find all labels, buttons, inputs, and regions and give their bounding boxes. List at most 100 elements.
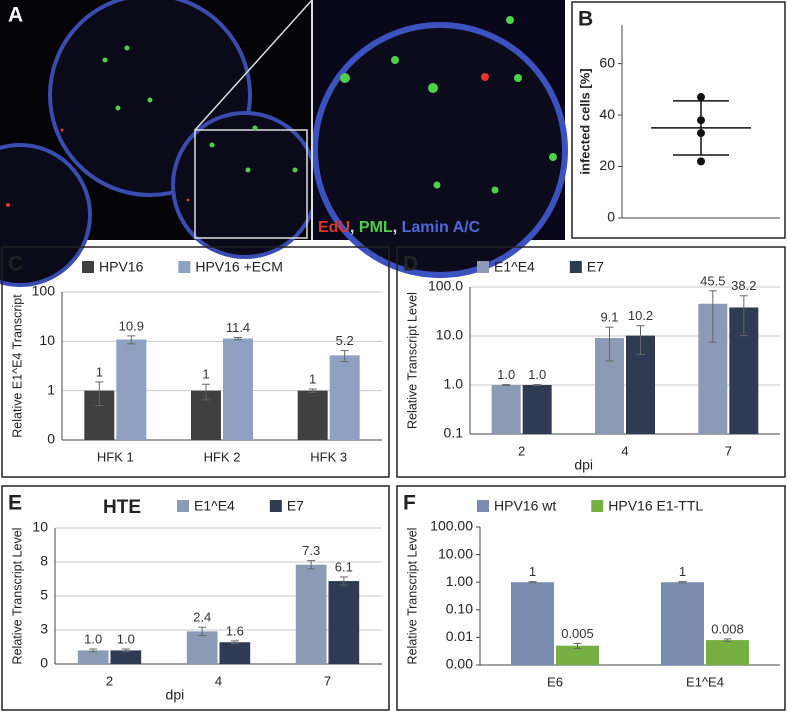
y-tick-label: 0 bbox=[47, 431, 55, 447]
y-tick-label: 40 bbox=[599, 106, 615, 122]
value-label: 1.0 bbox=[117, 631, 135, 646]
data-point bbox=[697, 93, 705, 102]
x-tick-label: HFK 1 bbox=[97, 449, 134, 464]
value-label: 0.005 bbox=[561, 626, 594, 641]
x-tick-label: 7 bbox=[725, 443, 732, 458]
stain-name: EdU bbox=[318, 219, 350, 236]
bar bbox=[116, 339, 147, 440]
y-tick-label: 0.1 bbox=[444, 425, 464, 441]
stain-legend: EdU, PML, Lamin A/C bbox=[318, 219, 481, 236]
stain-name: PML bbox=[359, 219, 393, 236]
bar bbox=[556, 645, 599, 665]
panel-label: F bbox=[403, 492, 416, 515]
legend-label: HPV16 bbox=[99, 259, 144, 275]
separator: , bbox=[393, 219, 397, 236]
x-tick-label: 4 bbox=[215, 673, 222, 688]
legend-swatch bbox=[477, 500, 489, 512]
value-label: 10.2 bbox=[628, 308, 653, 323]
y-tick-label: 100.00 bbox=[430, 518, 473, 534]
x-tick-label: 2 bbox=[106, 673, 113, 688]
panel-label: B bbox=[578, 8, 593, 31]
x-axis-label: dpi bbox=[574, 457, 593, 473]
x-tick-label: HFK 2 bbox=[204, 449, 241, 464]
x-axis-label: dpi bbox=[166, 687, 185, 703]
y-tick-label: 1.0 bbox=[444, 376, 464, 392]
y-tick-label: 100.0 bbox=[428, 278, 463, 294]
y-tick-label: 10.0 bbox=[436, 327, 463, 343]
legend-label: E7 bbox=[287, 498, 304, 514]
nucleus bbox=[0, 143, 92, 287]
bar bbox=[219, 642, 251, 664]
y-tick-label: 3 bbox=[40, 621, 48, 637]
legend-swatch bbox=[591, 500, 604, 512]
y-tick-label: 100 bbox=[32, 283, 56, 299]
x-tick-label: 4 bbox=[621, 443, 628, 458]
value-label: 1 bbox=[679, 564, 686, 579]
value-label: 1 bbox=[202, 367, 209, 382]
panel-frame bbox=[571, 1, 786, 239]
zoom-box bbox=[194, 129, 308, 239]
separator: , bbox=[350, 219, 354, 236]
bar bbox=[186, 631, 218, 664]
x-tick-label: E1^E4 bbox=[686, 674, 724, 689]
value-label: 1.6 bbox=[226, 623, 244, 638]
value-label: 2.4 bbox=[193, 610, 211, 625]
panel-frame bbox=[1, 246, 390, 478]
data-point bbox=[697, 157, 705, 166]
value-label: 6.1 bbox=[335, 559, 353, 574]
y-tick-label: 0 bbox=[607, 209, 615, 225]
panel-frame bbox=[396, 485, 786, 711]
value-label: 1 bbox=[96, 364, 103, 379]
value-label: 11.4 bbox=[226, 320, 250, 335]
y-tick-label: 0.10 bbox=[446, 601, 473, 617]
y-tick-label: 0 bbox=[40, 655, 48, 671]
bar bbox=[706, 640, 749, 665]
legend-label: E1^E4 bbox=[494, 259, 535, 275]
panel-frame bbox=[1, 485, 390, 711]
legend-swatch bbox=[569, 261, 582, 273]
value-label: 1 bbox=[309, 371, 316, 386]
panel-label: C bbox=[8, 253, 23, 276]
y-tick-label: 0.00 bbox=[446, 656, 473, 672]
bar bbox=[223, 338, 253, 440]
y-tick-label: 0.01 bbox=[446, 628, 473, 644]
bar bbox=[110, 650, 142, 664]
value-label: 1 bbox=[529, 564, 536, 579]
legend-label: HPV16 +ECM bbox=[195, 259, 283, 275]
bar bbox=[295, 564, 327, 664]
value-label: 7.3 bbox=[302, 543, 320, 558]
y-axis-label: Relative Transcript Level bbox=[405, 292, 419, 429]
value-label: 45.5 bbox=[700, 273, 725, 288]
y-tick-label: 1.00 bbox=[446, 573, 473, 589]
bar bbox=[77, 650, 109, 664]
legend-label: HPV16 wt bbox=[494, 498, 556, 514]
legend-label: E7 bbox=[587, 259, 604, 275]
y-tick-label: 1 bbox=[47, 381, 55, 397]
y-axis-label: infected cells [%] bbox=[577, 68, 592, 174]
y-tick-label: 8 bbox=[40, 553, 48, 569]
panel-label: A bbox=[8, 4, 23, 27]
legend-label: E1^E4 bbox=[194, 498, 235, 514]
y-axis-label: Relative Transcript Level bbox=[405, 528, 419, 665]
value-label: 0.008 bbox=[711, 621, 744, 636]
bar bbox=[491, 385, 521, 434]
y-axis-label: Relative Transcript Level bbox=[10, 528, 24, 665]
bar bbox=[328, 581, 360, 664]
x-tick-label: E6 bbox=[547, 674, 563, 689]
pml-dots bbox=[102, 16, 557, 194]
value-label: 1.0 bbox=[497, 367, 515, 382]
bar bbox=[329, 355, 360, 440]
value-label: 5.2 bbox=[336, 333, 354, 348]
chart-title: HTE bbox=[103, 497, 141, 518]
y-axis-label: Relative E1^E4 Transcript bbox=[10, 294, 24, 438]
nucleus-zoom bbox=[312, 22, 568, 278]
y-tick-label: 10 bbox=[32, 519, 48, 535]
legend-label: HPV16 E1-TTL bbox=[608, 498, 703, 514]
y-tick-label: 10 bbox=[39, 332, 55, 348]
panel-label: E bbox=[8, 492, 22, 515]
stain-name: Lamin A/C bbox=[402, 219, 481, 236]
y-tick-label: 5 bbox=[40, 587, 48, 603]
y-tick-label: 10.00 bbox=[438, 545, 473, 561]
x-tick-label: HFK 3 bbox=[310, 449, 347, 464]
